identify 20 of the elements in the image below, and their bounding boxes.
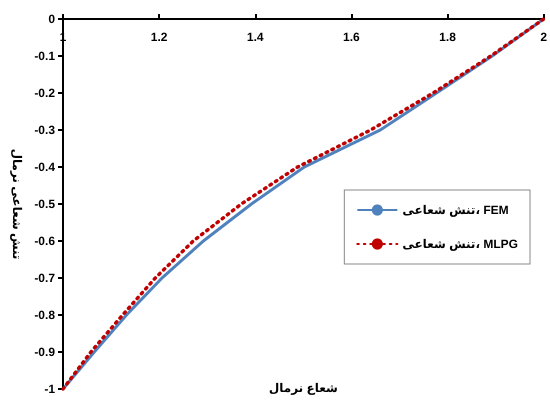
y-tick-label: -0.6 bbox=[34, 234, 56, 248]
x-tick-label: 1.8 bbox=[439, 30, 456, 44]
x-tick-label: 2 bbox=[540, 30, 548, 44]
x-tick-label: 1.2 bbox=[150, 30, 168, 44]
x-tick-label: 1.4 bbox=[246, 30, 264, 44]
y-tick-label: 0 bbox=[48, 12, 56, 26]
y-tick-label: -0.7 bbox=[34, 271, 56, 285]
y-tick-label: -0.4 bbox=[34, 160, 56, 174]
y-tick-label: -1 bbox=[44, 382, 56, 396]
x-axis-title: شعاع نرمال bbox=[268, 381, 338, 395]
y-tick-label: -0.2 bbox=[34, 86, 56, 100]
y-tick-label: -0.5 bbox=[34, 197, 56, 211]
legend-label: تنش شعاعی، MLPG bbox=[402, 237, 518, 251]
y-tick-label: -0.3 bbox=[34, 123, 56, 137]
y-tick-label: -0.9 bbox=[34, 345, 56, 359]
legend-label: تنش شعاعی، FEM bbox=[402, 203, 509, 217]
y-axis-title: تنش شعاعی نرمال bbox=[10, 148, 24, 260]
y-tick-label: -0.8 bbox=[34, 308, 56, 322]
y-tick-label: -0.1 bbox=[34, 49, 56, 63]
x-tick-label: 1.6 bbox=[343, 30, 360, 44]
